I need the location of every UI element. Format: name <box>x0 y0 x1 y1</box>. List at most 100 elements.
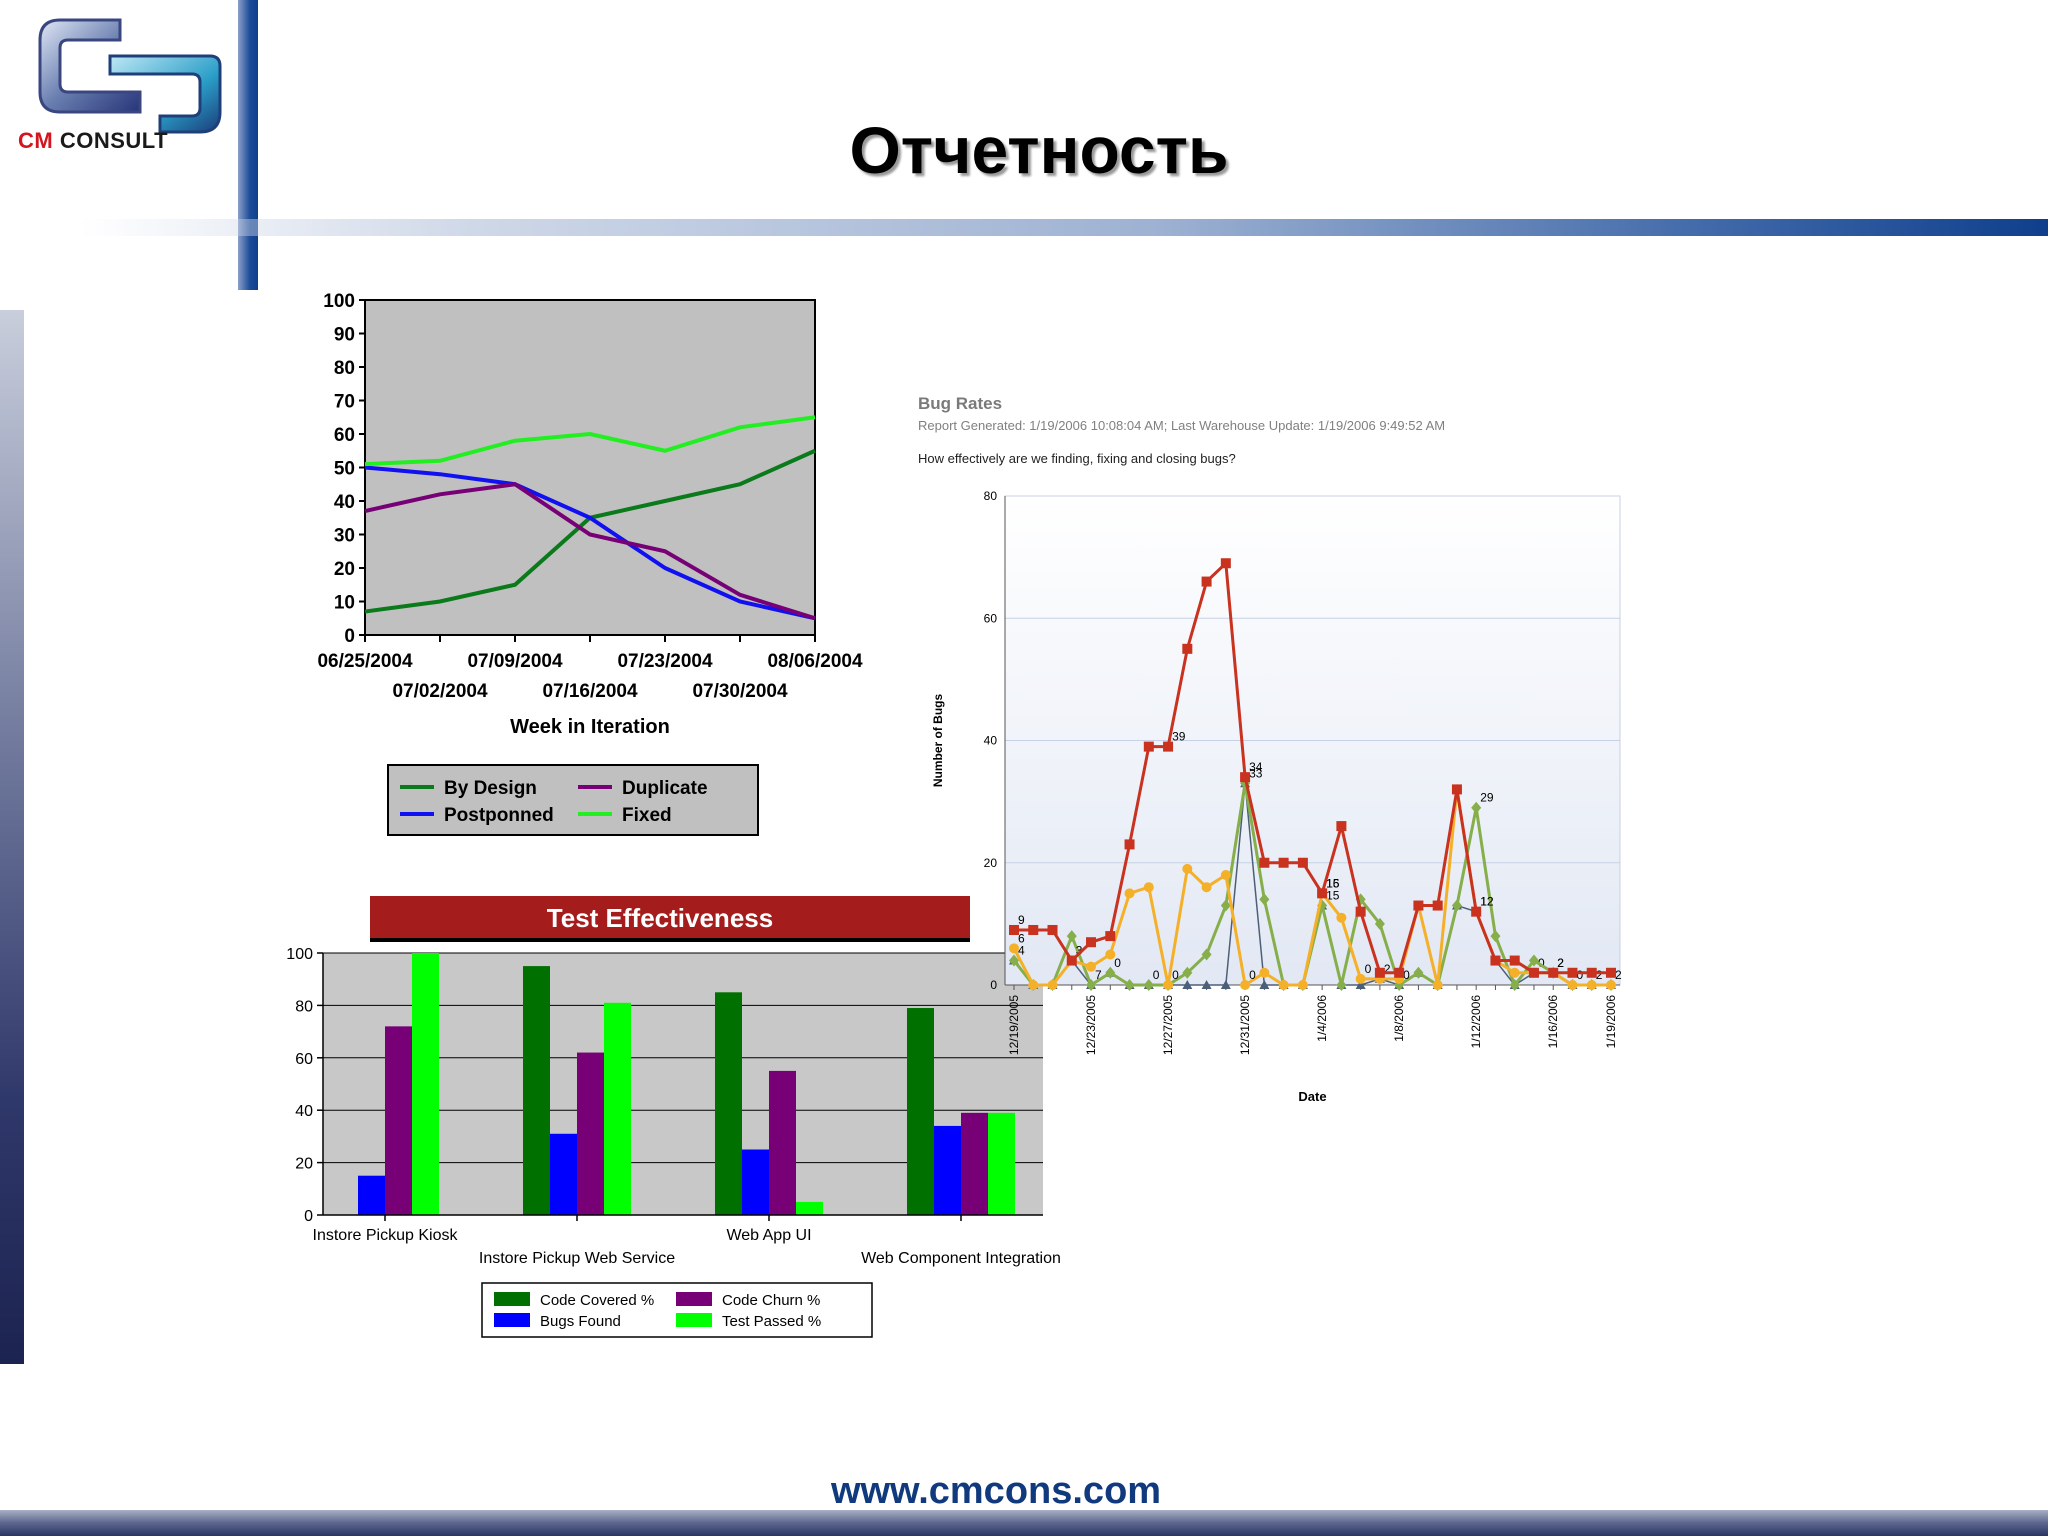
data-label: 2 <box>1557 956 1564 970</box>
marker-closed <box>1336 979 1347 991</box>
marker-resolved <box>1432 980 1443 990</box>
y-tick-label: 20 <box>334 559 355 580</box>
marker-closed <box>1374 917 1385 930</box>
y-tick-label: 0 <box>304 1208 313 1225</box>
y-axis-label: Number of Bugs <box>931 694 945 788</box>
marker-active <box>1374 967 1385 978</box>
marker-closed <box>1086 979 1097 991</box>
y-tick-label: 20 <box>984 856 998 870</box>
data-label: 2 <box>1384 962 1391 976</box>
x-tick-label: 1/8/2006 <box>1392 995 1406 1042</box>
series-line-postponned <box>364 465 816 621</box>
legend-label: Code Covered % <box>540 1292 654 1309</box>
slide-title: Отчетность <box>849 113 1229 187</box>
marker-closed <box>1182 966 1193 979</box>
bar-code-covered- <box>907 1008 934 1215</box>
marker-resolved <box>1297 980 1308 990</box>
footer-website-link[interactable]: www.cmcons.com <box>830 1470 1162 1512</box>
data-label: 0 <box>1538 956 1545 970</box>
bar-bugs-found <box>742 1149 769 1215</box>
marker-resolved <box>1606 980 1616 990</box>
x-tick-label: 12/31/2005 <box>1238 995 1252 1055</box>
marker-active <box>1201 576 1212 587</box>
logo-wordmark-prefix: CM <box>18 128 54 153</box>
marker-resolved <box>1220 869 1231 880</box>
y-tick-label: 40 <box>295 1103 313 1120</box>
data-label: 34 <box>1249 760 1263 774</box>
marker-closed <box>1143 979 1154 991</box>
marker-active <box>1297 857 1308 868</box>
legend-box <box>481 1282 873 1338</box>
marker-closed <box>1490 930 1501 943</box>
marker-active <box>1471 906 1482 917</box>
y-tick-label: 100 <box>323 291 355 312</box>
legend-label: Code Churn % <box>722 1292 820 1309</box>
bar-test-passed- <box>604 1002 631 1215</box>
y-tick-label: 0 <box>344 626 355 647</box>
x-tick-label: 1/12/2006 <box>1469 995 1483 1049</box>
y-tick-label: 50 <box>334 459 355 480</box>
y-tick-label: 80 <box>984 489 998 503</box>
marker-closed <box>1009 954 1019 967</box>
marker-active <box>1086 937 1097 948</box>
y-tick-label: 70 <box>334 392 355 413</box>
y-tick-label: 80 <box>334 358 355 379</box>
data-label: 9 <box>1018 913 1025 927</box>
series-line-fixed <box>364 415 816 467</box>
bar-code-churn- <box>577 1052 604 1215</box>
marker-resolved <box>1163 980 1174 990</box>
x-tick-label: 08/06/2004 <box>767 651 863 672</box>
legend-box <box>387 764 759 836</box>
data-label: 0 <box>1114 956 1121 970</box>
data-label: 7 <box>1095 968 1102 982</box>
legend-swatch <box>494 1313 530 1327</box>
legend-label: Test Passed % <box>722 1313 821 1330</box>
marker-closed <box>1066 930 1077 943</box>
data-label: 2 <box>1615 968 1622 982</box>
marker-resolved <box>1278 980 1289 990</box>
bar-test-passed- <box>412 953 439 1215</box>
marker-active <box>1355 906 1366 917</box>
marker-other <box>1220 980 1231 989</box>
chart-title-underline <box>370 938 970 942</box>
data-label: 2 <box>1557 956 1564 970</box>
data-label: 0 <box>1153 968 1160 982</box>
marker-closed <box>1471 801 1482 814</box>
marker-active <box>1432 900 1443 911</box>
data-label: 6 <box>1018 931 1025 945</box>
data-label: 0 <box>1403 968 1410 982</box>
data-label: 12 <box>1480 895 1494 909</box>
data-label: 15 <box>1326 889 1340 903</box>
y-tick-label: 10 <box>334 593 355 614</box>
marker-active <box>1451 784 1462 795</box>
x-tick-label: 07/02/2004 <box>392 681 488 702</box>
marker-active <box>1317 888 1328 899</box>
data-label: 0 <box>1365 962 1372 976</box>
bar-bugs-found <box>550 1133 577 1215</box>
marker-active <box>1336 821 1347 832</box>
y-tick-label: 90 <box>334 325 355 346</box>
data-label: 16 <box>1326 876 1340 890</box>
logo-wordmark-rest: CONSULT <box>53 128 169 153</box>
marker-active <box>1143 741 1154 752</box>
marker-active <box>1047 924 1058 935</box>
x-tick-label: 1/19/2006 <box>1604 995 1618 1049</box>
x-tick-label: Web App UI <box>726 1227 811 1244</box>
cm-consult-logo-icon <box>38 18 222 134</box>
data-label: 2 <box>1596 968 1603 982</box>
marker-active <box>1278 857 1289 868</box>
marker-resolved <box>1586 980 1597 990</box>
series-line-duplicate <box>364 482 816 621</box>
chart-title-banner <box>370 896 970 938</box>
y-tick-label: 60 <box>334 425 355 446</box>
x-tick-label: 12/19/2005 <box>1007 995 1021 1055</box>
legend-label: Bugs Found <box>540 1313 621 1330</box>
marker-active <box>1009 924 1019 935</box>
marker-closed <box>1220 899 1231 912</box>
marker-closed <box>1259 893 1270 906</box>
x-tick-label: 1/16/2006 <box>1546 995 1560 1049</box>
bar-code-churn- <box>769 1070 796 1215</box>
x-tick-label: 07/30/2004 <box>692 681 788 702</box>
